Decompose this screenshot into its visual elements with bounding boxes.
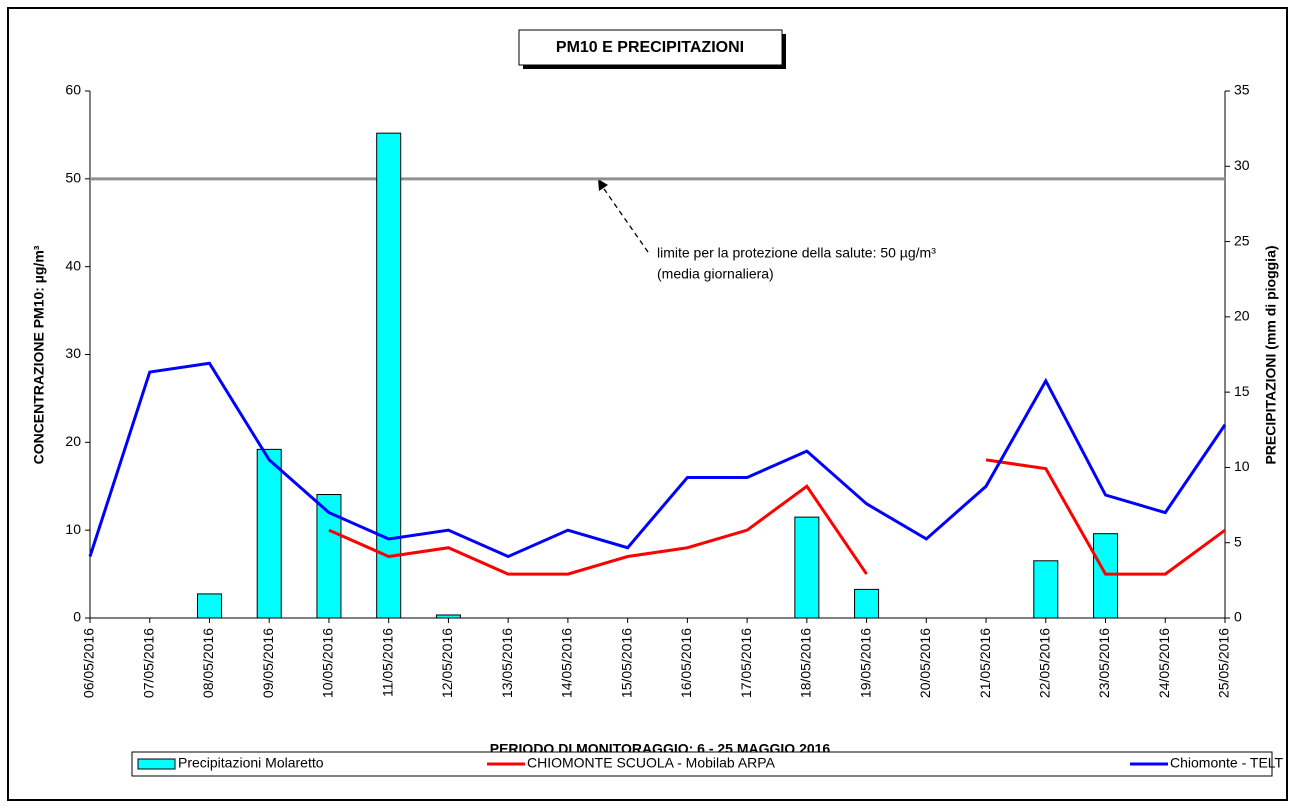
x-tick-label: 11/05/2016 <box>379 628 395 697</box>
y-tick-label: 20 <box>65 433 81 449</box>
bar <box>1093 533 1119 619</box>
x-tick-label: 06/05/2016 <box>81 628 97 698</box>
annotation: limite per la protezione della salute: 5… <box>657 245 936 261</box>
annotation-arrow <box>601 185 649 253</box>
legend-swatch <box>137 758 176 770</box>
x-tick-label: 07/05/2016 <box>140 628 156 698</box>
x-tick-label: 08/05/2016 <box>200 628 216 698</box>
y-tick-label: 60 <box>65 82 81 98</box>
y2-tick-label: 15 <box>1234 383 1250 399</box>
x-tick-label: 10/05/2016 <box>320 628 336 698</box>
legend-label: Precipitazioni Molaretto <box>178 755 324 771</box>
x-tick-label: 17/05/2016 <box>738 628 754 698</box>
x-tick-label: 14/05/2016 <box>559 628 575 698</box>
x-tick-label: 18/05/2016 <box>798 628 814 698</box>
y2-tick-label: 35 <box>1234 82 1250 98</box>
y2-tick-label: 0 <box>1234 609 1242 625</box>
y2-tick-label: 25 <box>1234 232 1250 248</box>
legend-label: CHIOMONTE SCUOLA - Mobilab ARPA <box>527 755 776 771</box>
legend-label: Chiomonte - TELT <box>1170 755 1284 771</box>
x-tick-label: 25/05/2016 <box>1216 628 1232 698</box>
x-tick-label: 24/05/2016 <box>1156 628 1172 698</box>
x-tick-label: 21/05/2016 <box>977 628 993 698</box>
bar <box>435 614 461 619</box>
line <box>88 361 1227 559</box>
x-tick-label: 16/05/2016 <box>678 628 694 698</box>
y-tick-label: 10 <box>65 521 81 537</box>
x-tick-label: 12/05/2016 <box>439 628 455 698</box>
y-tick-label: 50 <box>65 170 81 186</box>
title-box <box>518 29 783 66</box>
y-tick-label: 30 <box>65 345 81 361</box>
y-tick-label: 40 <box>65 257 81 273</box>
y2-tick-label: 30 <box>1234 157 1250 173</box>
bar <box>1033 560 1059 619</box>
frame <box>7 7 1288 801</box>
chart-title: PM10 E PRECIPITAZIONI <box>556 39 744 56</box>
bar <box>256 448 282 619</box>
x-tick-label: 22/05/2016 <box>1036 628 1052 698</box>
y-axis-label: CONCENTRAZIONE PM10: µg/m³ <box>31 245 47 464</box>
arrow-head <box>598 179 608 191</box>
x-tick-label: 09/05/2016 <box>260 628 276 698</box>
bar <box>794 516 820 619</box>
x-tick-label: 23/05/2016 <box>1096 628 1112 698</box>
x-tick-label: 13/05/2016 <box>499 628 515 698</box>
line <box>328 458 1226 576</box>
bar <box>376 132 402 619</box>
legend <box>131 751 1273 777</box>
bar <box>854 588 880 619</box>
x-tick-label: 19/05/2016 <box>857 628 873 698</box>
bar <box>196 593 222 619</box>
y2-axis-label: PRECIPITAZIONI (mm di pioggia) <box>1263 245 1279 464</box>
annotation: (media giornaliera) <box>657 266 774 282</box>
x-tick-label: 15/05/2016 <box>618 628 634 698</box>
y-tick-label: 0 <box>73 609 81 625</box>
y2-tick-label: 10 <box>1234 458 1250 474</box>
x-tick-label: 20/05/2016 <box>917 628 933 698</box>
y2-tick-label: 20 <box>1234 308 1250 324</box>
y2-tick-label: 5 <box>1234 533 1242 549</box>
